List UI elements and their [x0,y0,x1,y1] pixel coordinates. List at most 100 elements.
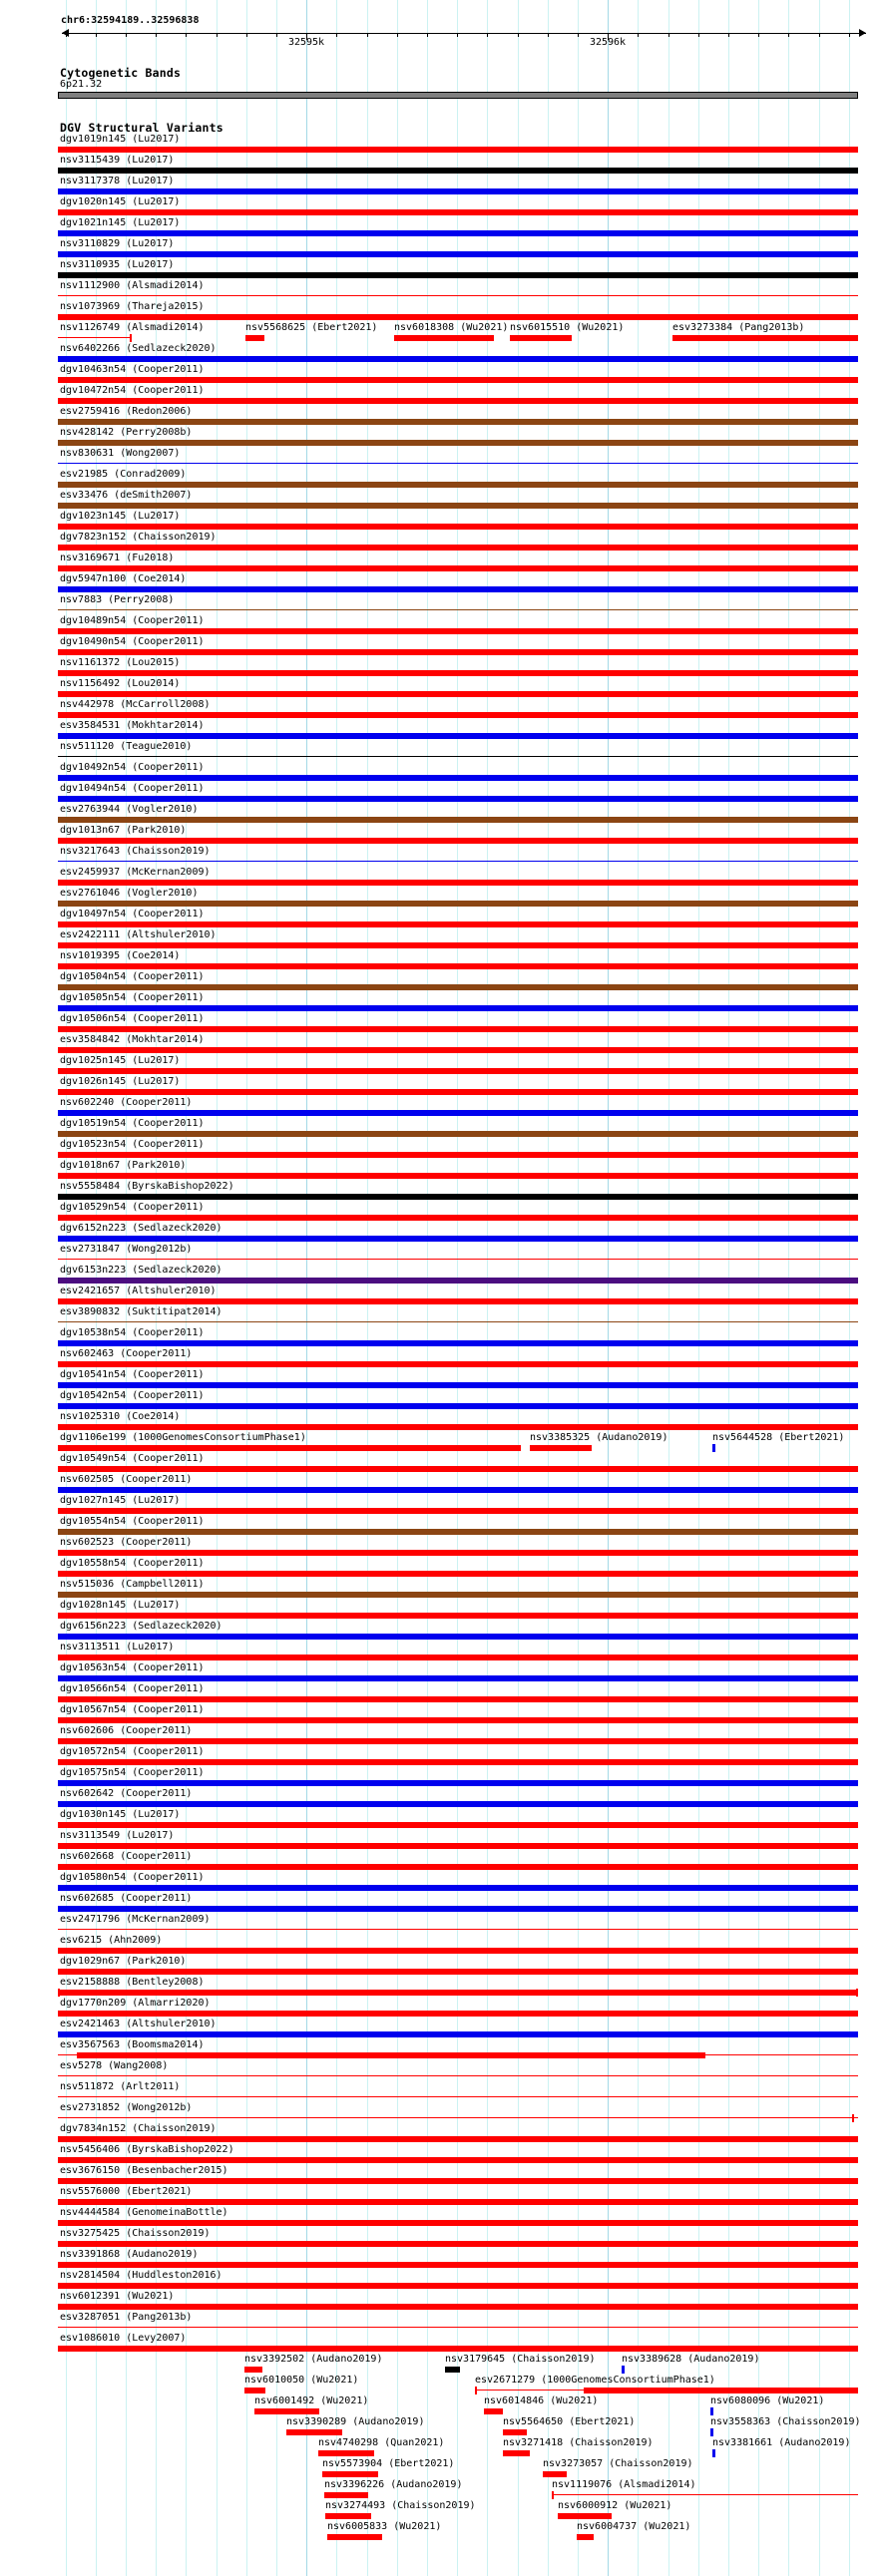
variant-label[interactable]: nsv6012391 (Wu2021) [60,2291,175,2302]
variant-label[interactable]: nsv602606 (Cooper2011) [60,1725,193,1736]
variant-bar[interactable] [58,1445,521,1451]
variant-label[interactable]: nsv4740298 (Quan2021) [318,2437,445,2448]
variant-label[interactable]: dgv10554n54 (Cooper2011) [60,1516,205,1527]
variant-label[interactable]: nsv3381661 (Audano2019) [712,2437,851,2448]
variant-label[interactable]: nsv3110935 (Lu2017) [60,259,175,270]
variant-bar[interactable] [60,1990,856,1996]
variant-bar[interactable] [58,1361,858,1367]
variant-label[interactable]: nsv830631 (Wong2007) [60,448,181,459]
variant-label[interactable]: nsv1073969 (Thareja2015) [60,301,205,312]
variant-label[interactable]: esv2731852 (Wong2012b) [60,2102,193,2113]
variant-bar[interactable] [58,1424,858,1430]
variant-bar[interactable] [324,2492,368,2498]
variant-label[interactable]: nsv3273057 (Chaisson2019) [543,2458,693,2469]
variant-bar[interactable] [530,1445,592,1451]
variant-bar[interactable] [58,1298,858,1304]
variant-bar[interactable] [58,838,858,844]
variant-bar[interactable] [58,251,858,257]
variant-bar[interactable] [322,2471,378,2477]
variant-bar[interactable] [58,1215,858,1221]
variant-bar[interactable] [58,1613,858,1619]
variant-bar[interactable] [58,984,858,990]
variant-bar[interactable] [58,2262,858,2268]
variant-bar[interactable] [327,2534,382,2540]
variant-label[interactable]: dgv10504n54 (Cooper2011) [60,971,205,982]
variant-label[interactable]: dgv10575n54 (Cooper2011) [60,1767,205,1778]
variant-bar[interactable] [58,503,858,509]
variant-bar[interactable] [58,1634,858,1640]
variant-label[interactable]: dgv1025n145 (Lu2017) [60,1055,181,1066]
variant-label[interactable]: nsv6004737 (Wu2021) [577,2521,691,2532]
variant-label[interactable]: dgv10558n54 (Cooper2011) [60,1558,205,1569]
variant-label[interactable]: nsv3389628 (Audano2019) [622,2354,760,2365]
variant-label[interactable]: dgv10541n54 (Cooper2011) [60,1369,205,1380]
variant-bar[interactable] [244,2367,262,2373]
variant-label[interactable]: esv3676150 (Besenbacher2015) [60,2165,228,2176]
variant-bar[interactable] [58,356,858,362]
variant-bar[interactable] [445,2367,460,2373]
variant-label[interactable]: nsv3217643 (Chaisson2019) [60,846,211,857]
variant-end-tick[interactable] [710,2428,713,2436]
variant-label[interactable]: nsv3558363 (Chaisson2019) [710,2416,861,2427]
variant-label[interactable]: nsv3385325 (Audano2019) [530,1432,668,1443]
variant-label[interactable]: esv3584842 (Mokhtar2014) [60,1034,205,1045]
variant-label[interactable]: nsv3271418 (Chaisson2019) [503,2437,654,2448]
variant-label[interactable]: dgv10506n54 (Cooper2011) [60,1013,205,1024]
variant-bar[interactable] [58,1466,858,1472]
variant-bar[interactable] [58,188,858,194]
variant-line[interactable] [58,295,858,296]
variant-label[interactable]: nsv602523 (Cooper2011) [60,1537,193,1548]
cytoband-bar[interactable] [58,92,858,99]
variant-label[interactable]: nsv3275425 (Chaisson2019) [60,2228,211,2239]
variant-bar[interactable] [58,168,858,174]
variant-label[interactable]: dgv6156n223 (Sedlazeck2020) [60,1621,222,1632]
variant-label[interactable]: esv1086010 (Levy2007) [60,2333,187,2344]
variant-line[interactable] [58,756,858,757]
variant-bar[interactable] [58,1278,858,1284]
variant-label[interactable]: esv2759416 (Redon2006) [60,406,193,417]
variant-bar[interactable] [58,398,858,404]
variant-bar[interactable] [58,901,858,907]
variant-label[interactable]: dgv10489n54 (Cooper2011) [60,615,205,626]
variant-bar[interactable] [58,1801,858,1807]
variant-label[interactable]: dgv10572n54 (Cooper2011) [60,1746,205,1757]
variant-label[interactable]: dgv10563n54 (Cooper2011) [60,1662,205,1673]
variant-end-tick[interactable] [710,2407,713,2415]
variant-bar[interactable] [58,921,858,927]
variant-end-tick[interactable] [130,334,132,342]
variant-bar[interactable] [58,2283,858,2289]
variant-bar[interactable] [58,1131,858,1137]
variant-bar[interactable] [58,2220,858,2226]
variant-label[interactable]: nsv6000912 (Wu2021) [558,2500,672,2511]
variant-bar[interactable] [58,1005,858,1011]
variant-label[interactable]: dgv1021n145 (Lu2017) [60,217,181,228]
variant-bar[interactable] [58,565,858,571]
variant-label[interactable]: nsv1112900 (Alsmadi2014) [60,280,205,291]
variant-label[interactable]: nsv602505 (Cooper2011) [60,1474,193,1485]
variant-label[interactable]: esv2421657 (Altshuler2010) [60,1286,217,1296]
variant-label[interactable]: nsv3117378 (Lu2017) [60,176,175,186]
variant-bar[interactable] [58,419,858,425]
variant-bar[interactable] [58,1696,858,1702]
variant-bar[interactable] [58,1571,858,1577]
variant-bar[interactable] [58,2136,858,2142]
variant-label[interactable]: dgv10505n54 (Cooper2011) [60,992,205,1003]
variant-label[interactable]: nsv511872 (Arlt2011) [60,2081,181,2092]
variant-label[interactable]: esv2422111 (Altshuler2010) [60,929,217,940]
variant-line[interactable] [58,2117,858,2118]
variant-label[interactable]: dgv7834n152 (Chaisson2019) [60,2123,217,2134]
variant-label[interactable]: nsv1161372 (Lou2015) [60,657,181,668]
variant-bar[interactable] [58,1110,858,1116]
variant-label[interactable]: nsv6014846 (Wu2021) [484,2395,599,2406]
variant-label[interactable]: dgv10497n54 (Cooper2011) [60,909,205,920]
variant-bar[interactable] [577,2534,594,2540]
variant-bar[interactable] [484,2408,503,2414]
variant-label[interactable]: nsv7883 (Perry2008) [60,594,175,605]
variant-label[interactable]: dgv10463n54 (Cooper2011) [60,364,205,375]
variant-bar[interactable] [58,1864,858,1870]
variant-label[interactable]: esv3287051 (Pang2013b) [60,2312,193,2323]
variant-bar[interactable] [58,2178,858,2184]
variant-label[interactable]: esv2471796 (McKernan2009) [60,1914,211,1925]
variant-bar[interactable] [58,1026,858,1032]
variant-bar[interactable] [503,2429,527,2435]
